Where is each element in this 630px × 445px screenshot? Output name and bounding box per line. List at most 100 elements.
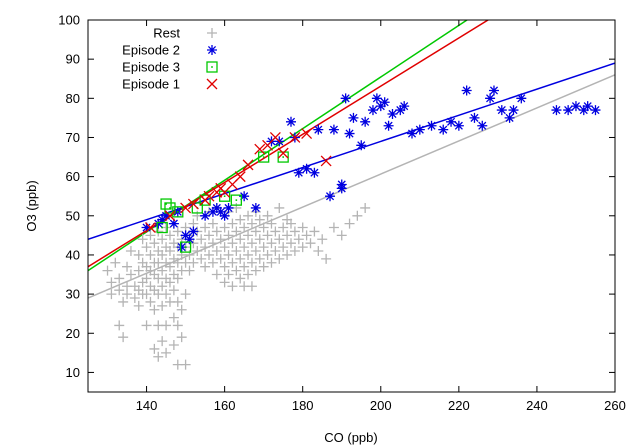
point-episode-2 — [379, 97, 390, 108]
point-rest — [246, 257, 257, 268]
point-rest — [246, 281, 257, 292]
point-rest — [313, 246, 324, 257]
point-rest — [231, 246, 242, 257]
point-rest — [219, 222, 230, 233]
point-episode-2 — [328, 124, 339, 135]
point-episode-2 — [348, 112, 359, 123]
point-rest — [254, 253, 265, 264]
point-episode-2 — [239, 191, 250, 202]
legend-marker-rest — [207, 28, 217, 38]
point-rest — [250, 246, 261, 257]
point-episode-2 — [395, 105, 406, 116]
point-rest — [282, 214, 293, 225]
point-rest — [258, 222, 269, 233]
point-rest — [114, 285, 125, 296]
point-rest — [227, 257, 238, 268]
point-rest — [180, 359, 191, 370]
x-axis-label: CO (ppb) — [324, 430, 377, 445]
point-rest — [266, 218, 277, 229]
point-rest — [215, 234, 226, 245]
point-episode-2 — [453, 120, 464, 131]
point-episode-1 — [254, 143, 266, 155]
point-rest — [235, 214, 246, 225]
point-rest — [141, 273, 152, 284]
x-tick-label: 200 — [370, 398, 392, 413]
point-episode-2 — [309, 167, 320, 178]
point-episode-1 — [320, 155, 332, 167]
point-rest — [106, 289, 117, 300]
point-episode-1 — [164, 210, 176, 222]
point-rest — [161, 347, 172, 358]
point-rest — [231, 226, 242, 237]
point-episode-2 — [161, 210, 172, 221]
point-episode-2 — [176, 242, 187, 253]
point-episode-2 — [508, 105, 519, 116]
point-rest — [172, 320, 183, 331]
point-rest — [235, 273, 246, 284]
point-episode-3 — [218, 190, 231, 202]
point-rest — [204, 230, 215, 241]
point-rest — [164, 246, 175, 257]
point-rest — [192, 246, 203, 257]
point-rest — [297, 222, 308, 233]
point-episode-2 — [168, 218, 179, 229]
series-episode-3 — [156, 151, 289, 253]
point-episode-3 — [172, 206, 184, 218]
point-rest — [172, 226, 183, 237]
point-episode-3 — [277, 151, 289, 163]
point-rest — [239, 261, 250, 272]
point-rest — [207, 218, 218, 229]
point-rest — [157, 281, 168, 292]
point-rest — [157, 265, 168, 276]
legend-label-rest: Rest — [153, 26, 180, 41]
point-rest — [211, 246, 222, 257]
point-episode-2 — [485, 93, 496, 104]
x-axis-ticks: 140 160 180 200 220 240 260 — [136, 20, 626, 413]
point-episode-2 — [301, 163, 312, 174]
point-rest — [149, 238, 160, 249]
point-episode-1 — [234, 171, 246, 183]
fit-line-rest — [88, 74, 615, 299]
point-rest — [168, 285, 179, 296]
point-episode-3 — [258, 151, 270, 163]
point-episode-2 — [488, 85, 499, 96]
point-rest — [258, 261, 269, 272]
y-tick-label: 90 — [66, 52, 80, 67]
point-rest — [161, 289, 172, 300]
point-rest — [172, 296, 183, 307]
legend: Rest Episode 2 Episode 3 Episode 1 — [122, 26, 218, 92]
point-rest — [133, 249, 144, 260]
point-rest — [270, 226, 281, 237]
point-rest — [176, 304, 187, 315]
point-rest — [274, 253, 285, 264]
point-rest — [328, 222, 339, 233]
point-rest — [285, 238, 296, 249]
point-episode-2 — [438, 124, 449, 135]
x-tick-label: 180 — [292, 398, 314, 413]
point-episode-2 — [582, 101, 593, 112]
point-rest — [141, 320, 152, 331]
point-episode-2 — [387, 108, 398, 119]
point-episode-1 — [242, 159, 254, 171]
point-rest — [289, 246, 300, 257]
point-rest — [274, 202, 285, 213]
x-tick-label: 260 — [604, 398, 626, 413]
point-rest — [274, 234, 285, 245]
series-episode-1 — [144, 128, 332, 233]
point-rest — [133, 300, 144, 311]
point-episode-2 — [141, 222, 152, 233]
point-rest — [180, 289, 191, 300]
y-tick-label: 20 — [66, 326, 80, 341]
point-rest — [149, 343, 160, 354]
point-episode-2 — [207, 206, 218, 217]
point-rest — [278, 242, 289, 253]
x-tick-label: 220 — [448, 398, 470, 413]
point-episode-2 — [446, 116, 457, 127]
point-rest — [196, 234, 207, 245]
point-rest — [157, 300, 168, 311]
point-rest — [164, 261, 175, 272]
point-episode-3 — [230, 194, 242, 206]
point-rest — [227, 238, 238, 249]
point-episode-1 — [187, 198, 199, 210]
